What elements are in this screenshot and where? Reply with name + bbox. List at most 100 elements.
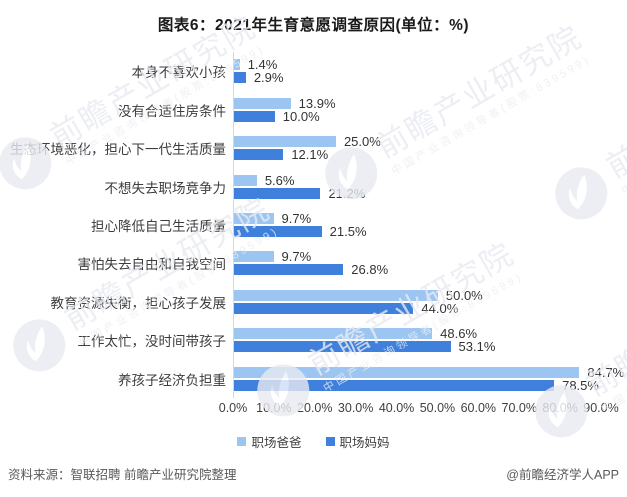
bar-series-2 bbox=[234, 225, 322, 237]
chart-row: 养孩子经济负担重 84.7% 78.5% bbox=[8, 359, 624, 398]
value-label: 25.0% bbox=[343, 134, 381, 150]
bar-line: 12.1% bbox=[234, 147, 601, 163]
bar-group: 9.7% 26.8% bbox=[233, 244, 601, 283]
watermark-subtext: 中国产业咨询领导者(股票:839599) bbox=[619, 73, 627, 198]
bar-series-2 bbox=[234, 379, 555, 391]
bar-line: 1.4% bbox=[234, 57, 601, 73]
chart-title: 图表6：2021年生育意愿调查原因(单位：%) bbox=[157, 17, 470, 34]
bar-series-1 bbox=[234, 136, 336, 148]
bar-line: 21.2% bbox=[234, 185, 601, 201]
bar-group: 13.9% 10.0% bbox=[233, 90, 601, 129]
bar-series-1 bbox=[234, 366, 580, 378]
value-label: 48.6% bbox=[440, 326, 478, 342]
chart-row: 没有合适住房条件 13.9% 10.0% bbox=[8, 90, 601, 129]
bar-line: 78.5% bbox=[234, 377, 601, 393]
bar-group: 84.7% 78.5% bbox=[233, 359, 624, 398]
category-label: 害怕失去自由和自我空间 bbox=[77, 257, 227, 273]
bar-line: 21.5% bbox=[234, 224, 601, 239]
value-label: 13.9% bbox=[298, 95, 336, 111]
value-label: 5.6% bbox=[264, 172, 295, 188]
bar-series-1 bbox=[234, 97, 291, 109]
value-label: 44.0% bbox=[421, 300, 459, 316]
category-label: 不想失去职场竞争力 bbox=[104, 180, 227, 196]
bar-series-1 bbox=[234, 174, 257, 186]
bar-line: 10.0% bbox=[234, 108, 601, 124]
bar-series-1 bbox=[234, 289, 438, 301]
value-label: 1.4% bbox=[247, 57, 278, 73]
chart-row: 不想失去职场竞争力 5.6% 21.2% bbox=[8, 167, 601, 206]
legend-label: 职场妈妈 bbox=[339, 436, 390, 450]
x-tick-label: 10.0% bbox=[256, 401, 292, 415]
value-label: 2.9% bbox=[253, 70, 284, 86]
credit-note: @前瞻经济学人APP bbox=[506, 468, 619, 482]
legend-label: 职场爸爸 bbox=[251, 436, 302, 450]
bar-group: 9.7% 21.5% bbox=[233, 205, 601, 245]
bar-line: 26.8% bbox=[234, 262, 601, 278]
x-tick-label: 20.0% bbox=[297, 401, 333, 415]
value-label: 12.1% bbox=[291, 147, 329, 163]
legend-swatch bbox=[237, 437, 247, 446]
source-note: 资料来源：智联招聘 前瞻产业研究院整理 bbox=[8, 468, 237, 482]
watermark-text-block: 前瞻产业研究院 中国产业咨询领导者(股票:839599) bbox=[601, 39, 627, 199]
bar-group: 5.6% 21.2% bbox=[233, 167, 601, 206]
bar-group: 1.4% 2.9% bbox=[233, 52, 601, 91]
bar-line: 9.7% bbox=[234, 249, 601, 265]
x-tick-label: 40.0% bbox=[378, 401, 415, 415]
value-label: 9.7% bbox=[281, 249, 312, 265]
bar-line: 9.7% bbox=[234, 210, 601, 226]
bar-chart: 本身不喜欢小孩 1.4% 2.9% 没有合适住房条件 13.9% 10.0% 生态环境恶化，… bbox=[8, 52, 624, 398]
footer: 资料来源：智联招聘 前瞻产业研究院整理 @前瞻经济学人APP bbox=[8, 464, 619, 483]
category-label: 生态环境恶化，担心下一代生活质量 bbox=[10, 142, 226, 158]
bar-line: 50.0% bbox=[234, 287, 601, 303]
category-label: 工作太忙，没时间带孩子 bbox=[77, 334, 227, 350]
bar-series-2 bbox=[234, 149, 284, 161]
x-axis: 0.0% 10.0% 20.0% 30.0% 40.0% 50.0% 60.0% 70.0% 8… bbox=[219, 401, 619, 417]
x-tick-label: 70.0% bbox=[501, 401, 537, 415]
bar-series-2 bbox=[234, 187, 321, 199]
x-tick-label: 90.0% bbox=[583, 401, 619, 415]
chart-row: 生态环境恶化，担心下一代生活质量 25.0% 12.1% bbox=[8, 128, 601, 168]
category-label: 养孩子经济负担重 bbox=[118, 372, 226, 388]
category-label: 没有合适住房条件 bbox=[118, 103, 226, 119]
x-tick-label: 50.0% bbox=[419, 401, 456, 415]
category-label: 担心降低自己生活质量 bbox=[91, 218, 226, 234]
bar-series-2 bbox=[234, 72, 246, 84]
bar-series-2 bbox=[234, 264, 344, 276]
value-label: 53.1% bbox=[458, 339, 496, 355]
bar-line: 25.0% bbox=[234, 134, 601, 150]
bar-line: 2.9% bbox=[234, 70, 601, 86]
legend-item-1: 职场爸爸 bbox=[237, 432, 302, 451]
watermark-subtext: 中国产业咨询领导者(股票:839599) bbox=[599, 291, 627, 416]
value-label: 10.0% bbox=[282, 108, 320, 124]
value-label: 21.2% bbox=[328, 185, 366, 201]
value-label: 9.7% bbox=[281, 210, 312, 226]
value-label: 50.0% bbox=[445, 287, 483, 303]
bar-group: 25.0% 12.1% bbox=[233, 128, 601, 168]
bar-group: 50.0% 44.0% bbox=[233, 282, 601, 322]
x-tick-label: 80.0% bbox=[542, 401, 578, 415]
chart-rows: 本身不喜欢小孩 1.4% 2.9% 没有合适住房条件 13.9% 10.0% 生态环境恶化，… bbox=[8, 52, 624, 398]
bar-series-2 bbox=[234, 110, 275, 122]
chart-row: 本身不喜欢小孩 1.4% 2.9% bbox=[8, 52, 601, 91]
legend: 职场爸爸 职场妈妈 bbox=[0, 432, 627, 451]
bar-line: 5.6% bbox=[234, 172, 601, 188]
bar-series-1 bbox=[234, 328, 433, 340]
x-tick-label: 30.0% bbox=[337, 401, 374, 415]
value-label: 26.8% bbox=[351, 262, 389, 278]
x-tick-label: 0.0% bbox=[218, 401, 248, 415]
bar-line: 48.6% bbox=[234, 326, 601, 342]
category-label: 教育资源失衡，担心孩子发展 bbox=[50, 295, 227, 311]
chart-row: 害怕失去自由和自我空间 9.7% 26.8% bbox=[8, 244, 601, 283]
legend-swatch bbox=[325, 437, 335, 446]
value-label: 84.7% bbox=[587, 364, 625, 380]
x-tick-label: 60.0% bbox=[460, 401, 497, 415]
bar-series-1 bbox=[234, 251, 274, 263]
bar-line: 13.9% bbox=[234, 95, 601, 111]
bar-series-2 bbox=[234, 302, 414, 314]
value-label: 78.5% bbox=[562, 377, 599, 393]
bar-series-1 bbox=[234, 59, 240, 71]
bar-line: 53.1% bbox=[234, 339, 601, 355]
bar-series-1 bbox=[234, 212, 274, 224]
chart-row: 工作太忙，没时间带孩子 48.6% 53.1% bbox=[8, 321, 601, 360]
